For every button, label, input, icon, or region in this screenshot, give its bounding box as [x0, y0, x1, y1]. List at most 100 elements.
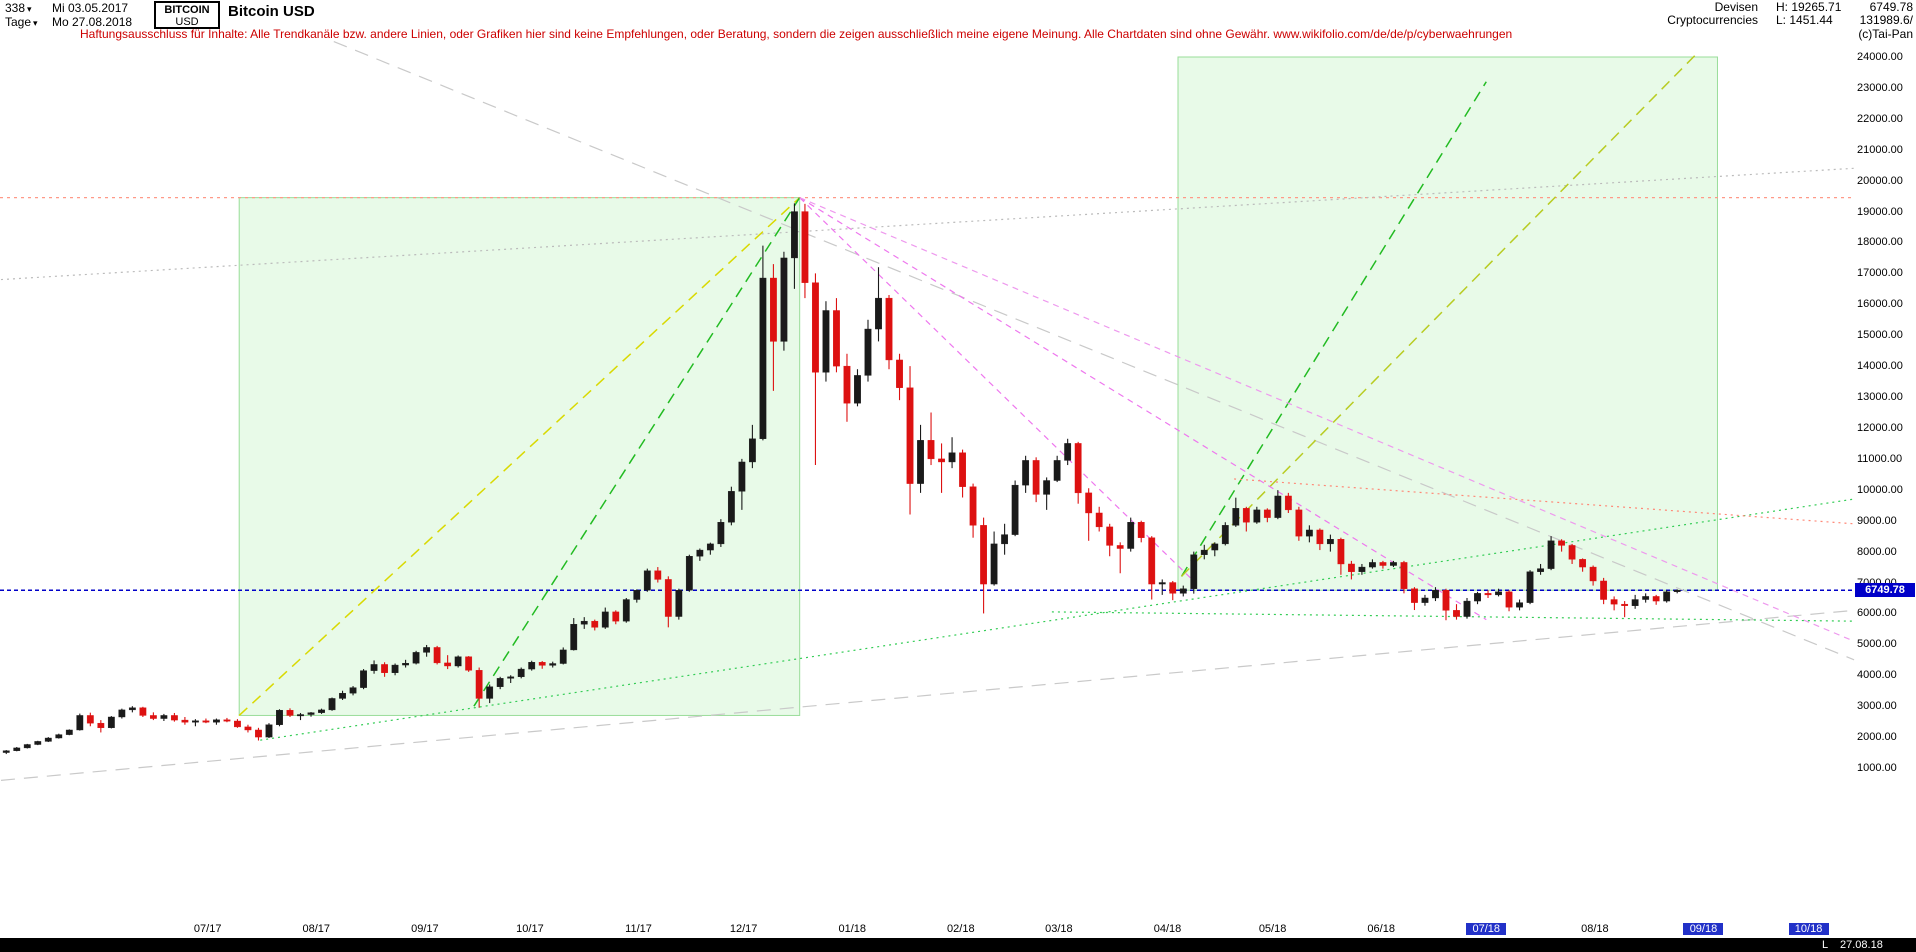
y-axis-label: 22000.00 — [1857, 112, 1903, 125]
category-label: Devisen Cryptocurrencies — [1667, 1, 1758, 27]
candle-body — [948, 452, 956, 463]
candle-body — [833, 310, 840, 367]
candle-body — [791, 211, 798, 259]
candle-body — [1127, 522, 1135, 549]
current-price-tag: 6749.78 — [1855, 583, 1915, 598]
end-date-field[interactable]: Mo 27.08.2018 — [52, 15, 133, 29]
candle-body — [843, 365, 851, 404]
candle-body — [423, 647, 431, 653]
x-axis-label: 10/18 — [1788, 923, 1829, 935]
period-dropdown[interactable]: Tage ▾ — [5, 16, 38, 30]
y-axis-label: 20000.00 — [1857, 174, 1903, 187]
candle-body — [1158, 582, 1166, 585]
start-date-field[interactable]: Mi 03.05.2017 — [52, 1, 129, 15]
candle-body — [1232, 508, 1240, 526]
candle-body — [1274, 495, 1282, 518]
period-low: L: 1451.44 — [1776, 13, 1833, 27]
candle-body — [612, 611, 620, 622]
candle-body — [717, 522, 725, 545]
candle-body — [244, 726, 252, 731]
period-value[interactable]: Tage — [5, 15, 32, 29]
candle-body — [580, 620, 588, 625]
candle-body — [1600, 580, 1608, 600]
candle-body — [927, 440, 935, 460]
candle-body — [2, 750, 10, 753]
candle-body — [759, 277, 767, 439]
candle-body — [192, 720, 199, 723]
candle-body — [276, 709, 283, 725]
candle-body — [1316, 529, 1324, 545]
candle-body — [980, 525, 987, 585]
candle-body — [307, 712, 315, 715]
candle-body — [990, 543, 998, 585]
candle-body — [727, 491, 735, 523]
y-axis-label: 19000.00 — [1857, 205, 1903, 218]
candle-body — [118, 709, 126, 718]
candle-body — [780, 257, 788, 342]
candle-body — [1358, 566, 1366, 572]
candle-body — [318, 709, 325, 713]
candle-body — [255, 729, 262, 738]
green-uptrend-2017 — [473, 197, 801, 707]
last-marker: L — [1822, 939, 1829, 951]
last-price: 6749.78 — [1869, 0, 1913, 14]
candle-body — [1032, 460, 1040, 495]
candle-body — [549, 663, 557, 666]
candle-body — [1400, 562, 1408, 589]
caret-down-icon: ▾ — [33, 18, 38, 28]
candle-body — [938, 458, 945, 463]
candle-body — [86, 715, 94, 724]
candle-body — [170, 715, 178, 721]
candle-body — [696, 549, 704, 557]
x-axis-label: 12/17 — [729, 923, 758, 935]
candle-body — [1610, 599, 1618, 605]
candle-body — [213, 719, 220, 723]
bars-count-value[interactable]: 338 — [5, 1, 26, 15]
candle-body — [391, 664, 399, 673]
candle-body — [1200, 549, 1208, 555]
candle-body — [1369, 562, 1376, 568]
candle-body — [1442, 590, 1450, 611]
y-axis-label: 6000.00 — [1857, 607, 1897, 620]
candle-body — [370, 664, 378, 671]
candle-body — [1095, 512, 1103, 528]
candle-body — [1526, 571, 1534, 603]
candle-body — [1495, 591, 1502, 596]
candle-body — [444, 662, 452, 667]
candle-body — [1253, 509, 1261, 523]
category-line1: Devisen — [1714, 0, 1758, 14]
candle-body — [65, 729, 73, 735]
candle-body — [591, 620, 599, 628]
candle-body — [1263, 509, 1271, 518]
x-axis-label: 11/17 — [625, 923, 652, 935]
candle-body — [149, 715, 157, 719]
bars-count-dropdown[interactable]: 338 ▾ — [5, 2, 32, 16]
candle-body — [1642, 596, 1650, 600]
last-price-info: 6749.78 131989.6/ — [1860, 1, 1913, 27]
candle-body — [44, 737, 52, 742]
candle-body — [1305, 529, 1313, 537]
green-projection-steep — [1180, 81, 1487, 577]
high-low-info: H: 19265.71 L: 1451.44 — [1776, 1, 1841, 27]
magenta-downtrend-shallow — [799, 197, 1855, 642]
candle-body — [664, 579, 672, 617]
candle-body — [107, 716, 115, 729]
candle-body — [13, 747, 21, 751]
candle-body — [1484, 593, 1492, 596]
chart-title: Bitcoin USD — [228, 3, 315, 20]
x-axis-label: 09/17 — [411, 923, 439, 935]
copyright-label: (c)Tai-Pan — [1858, 27, 1913, 41]
candle-body — [1505, 591, 1513, 608]
symbol-box[interactable]: BITCOIN USD — [154, 1, 220, 29]
y-axis-label: 14000.00 — [1857, 360, 1903, 373]
candle-body — [538, 662, 546, 666]
candle-body — [23, 744, 31, 749]
candle-body — [854, 375, 861, 404]
candle-body — [234, 720, 241, 728]
candle-body — [128, 707, 136, 711]
candle-body — [1169, 582, 1177, 594]
candle-body — [1211, 543, 1219, 551]
candle-body — [675, 590, 683, 617]
